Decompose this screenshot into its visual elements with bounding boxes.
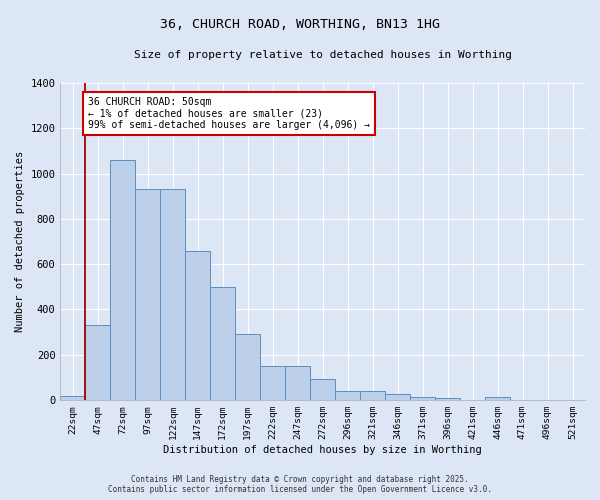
Bar [335, 391, 360, 400]
Bar [410, 396, 435, 400]
Bar [235, 334, 260, 400]
Bar [85, 326, 110, 400]
Bar [61, 396, 85, 400]
Text: 36, CHURCH ROAD, WORTHING, BN13 1HG: 36, CHURCH ROAD, WORTHING, BN13 1HG [160, 18, 440, 30]
Y-axis label: Number of detached properties: Number of detached properties [15, 151, 25, 332]
Bar [136, 190, 160, 400]
Bar [310, 378, 335, 400]
X-axis label: Distribution of detached houses by size in Worthing: Distribution of detached houses by size … [163, 445, 482, 455]
Bar [385, 394, 410, 400]
Bar [210, 287, 235, 400]
Bar [185, 250, 210, 400]
Bar [285, 366, 310, 400]
Text: 36 CHURCH ROAD: 50sqm
← 1% of detached houses are smaller (23)
99% of semi-detac: 36 CHURCH ROAD: 50sqm ← 1% of detached h… [88, 96, 370, 130]
Bar [160, 190, 185, 400]
Bar [260, 366, 285, 400]
Title: Size of property relative to detached houses in Worthing: Size of property relative to detached ho… [134, 50, 512, 60]
Bar [435, 398, 460, 400]
Bar [485, 396, 510, 400]
Bar [110, 160, 136, 400]
Text: Contains HM Land Registry data © Crown copyright and database right 2025.
Contai: Contains HM Land Registry data © Crown c… [108, 474, 492, 494]
Bar [360, 391, 385, 400]
